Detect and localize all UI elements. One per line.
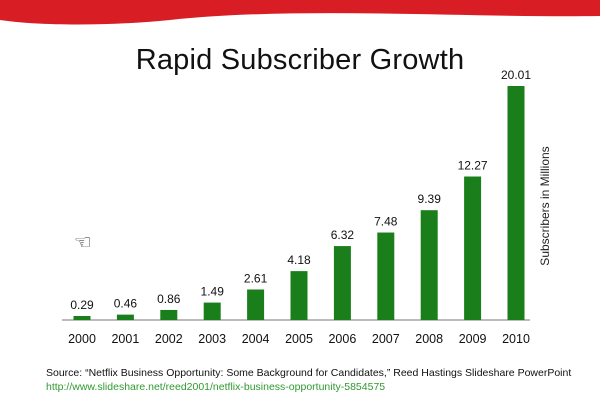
bar-2008	[420, 210, 438, 320]
value-label-2003: 1.49	[201, 285, 225, 299]
bar-2003	[203, 302, 221, 320]
bar-2001	[116, 314, 134, 320]
source-citation: Source: “Netflix Business Opportunity: S…	[46, 367, 572, 379]
value-label-2010: 20.01	[501, 68, 531, 82]
x-tick-2002: 2002	[155, 332, 183, 346]
bar-2005	[290, 271, 308, 320]
bar-2002	[160, 309, 178, 320]
x-tick-2010: 2010	[502, 332, 530, 346]
hand-pointer-icon: ☜	[74, 232, 92, 254]
bar-2009	[464, 176, 482, 320]
x-tick-2008: 2008	[415, 332, 443, 346]
chart-title: Rapid Subscriber Growth	[135, 44, 465, 76]
bar-2000	[73, 316, 91, 320]
y-axis-label: Subscribers in Millions	[538, 146, 552, 266]
value-label-2000: 0.29	[70, 298, 94, 312]
value-label-2001: 0.46	[114, 297, 138, 311]
bar-2010	[507, 86, 525, 320]
value-label-2008: 9.39	[418, 192, 442, 206]
header-swoosh-shape	[0, 0, 600, 25]
x-tick-2009: 2009	[459, 332, 487, 346]
x-tick-2006: 2006	[328, 332, 356, 346]
value-label-2006: 6.32	[331, 228, 355, 242]
x-tick-2005: 2005	[285, 332, 313, 346]
x-tick-2003: 2003	[198, 332, 226, 346]
x-tick-2001: 2001	[111, 332, 139, 346]
value-label-2005: 4.18	[287, 253, 311, 267]
x-tick-2007: 2007	[372, 332, 400, 346]
value-label-2009: 12.27	[458, 159, 488, 173]
source-link[interactable]: http://www.slideshare.net/reed2001/netfl…	[46, 381, 386, 393]
value-label-2004: 2.61	[244, 271, 268, 285]
bar-2004	[247, 289, 265, 320]
bar-2007	[377, 232, 395, 320]
x-tick-2004: 2004	[242, 332, 270, 346]
value-label-2002: 0.86	[157, 292, 181, 306]
value-label-2007: 7.48	[374, 215, 398, 229]
bar-2006	[333, 246, 351, 320]
x-tick-2000: 2000	[68, 332, 96, 346]
